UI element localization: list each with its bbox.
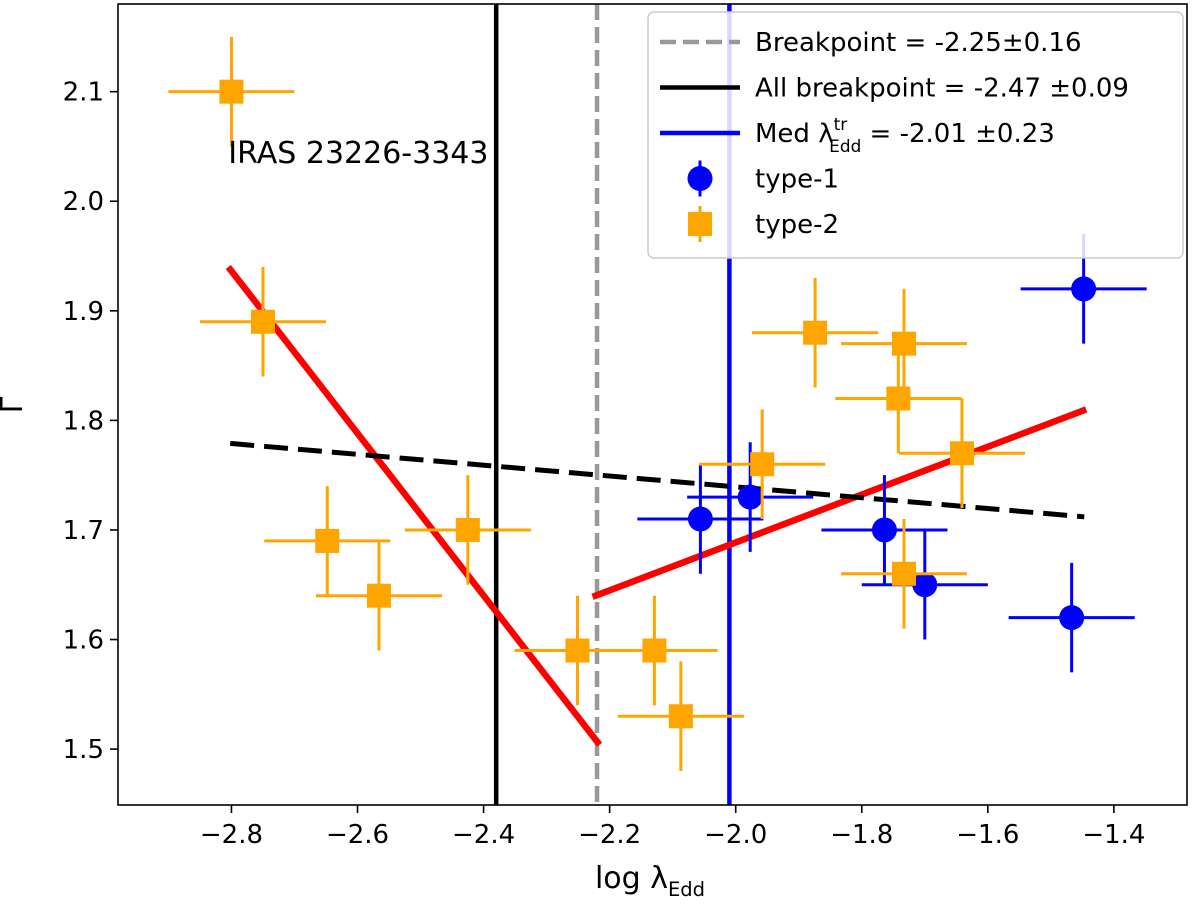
point xyxy=(1059,605,1085,631)
fit-line xyxy=(229,440,1085,520)
x-tick-label: −2.6 xyxy=(326,820,389,850)
y-tick-label: 1.9 xyxy=(63,297,104,327)
label-text: All breakpoint = -2.47 ±0.09 xyxy=(755,74,1129,104)
point xyxy=(565,638,590,663)
y-tick-label: 1.7 xyxy=(63,516,104,546)
point xyxy=(315,528,340,553)
fit-line xyxy=(225,264,603,747)
label-text: Med λ xyxy=(755,119,834,149)
label-sup: tr xyxy=(834,114,848,134)
legend-swatch xyxy=(687,166,713,191)
point xyxy=(668,704,693,729)
point xyxy=(687,506,713,532)
legend-swatch xyxy=(688,212,712,236)
y-axis-label: Γ xyxy=(0,396,30,413)
label-sub: Edd xyxy=(668,878,705,901)
legend: Breakpoint = -2.25±0.16 All breakpoint = … xyxy=(647,11,1184,259)
legend-label: Breakpoint = -2.25±0.16 xyxy=(755,28,1082,58)
legend-box xyxy=(647,11,1184,259)
point xyxy=(455,517,480,542)
point xyxy=(366,583,391,608)
y-tick-label: 1.6 xyxy=(63,626,104,656)
x-tick-label: −2.0 xyxy=(704,820,767,850)
annotation: IRAS 23226-3343 xyxy=(228,136,488,171)
point xyxy=(803,320,828,345)
y-tick-label: 2.0 xyxy=(63,187,104,217)
point xyxy=(949,441,974,466)
label-after: = -2.01 ±0.23 xyxy=(861,119,1055,149)
x-tick-label: −2.2 xyxy=(578,820,641,850)
point xyxy=(750,452,775,477)
label-text: log λ xyxy=(595,861,668,896)
x-tick-label: −1.6 xyxy=(956,820,1019,850)
y-tick-label: 2.1 xyxy=(63,78,104,108)
label-text: Breakpoint = -2.25±0.16 xyxy=(755,28,1082,58)
legend-label: All breakpoint = -2.47 ±0.09 xyxy=(755,74,1129,104)
x-tick-label: −2.8 xyxy=(200,820,263,850)
y-tick-label: 1.8 xyxy=(63,406,104,436)
x-axis-label: log λEdd xyxy=(595,861,705,901)
point xyxy=(912,572,938,598)
x-tick-label: −2.4 xyxy=(452,820,515,850)
legend-label: type-1 xyxy=(755,165,839,195)
legend-label: Med λtr Edd = -2.01 ±0.23 xyxy=(755,114,1055,156)
axes-frame xyxy=(117,3,1188,806)
legend-label: type-2 xyxy=(755,210,839,240)
point xyxy=(1071,276,1097,302)
x-tick-label: −1.8 xyxy=(830,820,893,850)
point xyxy=(871,517,897,543)
point xyxy=(642,638,667,663)
point xyxy=(250,309,275,334)
y-tick-label: 1.5 xyxy=(63,735,104,765)
label-sub: Edd xyxy=(829,136,861,156)
point xyxy=(886,386,911,411)
fit-line xyxy=(591,406,1088,600)
plot-area xyxy=(168,4,1147,805)
x-tick-label: −1.4 xyxy=(1082,820,1145,850)
point xyxy=(737,484,763,510)
point xyxy=(891,331,916,356)
point xyxy=(891,561,916,586)
point xyxy=(219,79,244,104)
